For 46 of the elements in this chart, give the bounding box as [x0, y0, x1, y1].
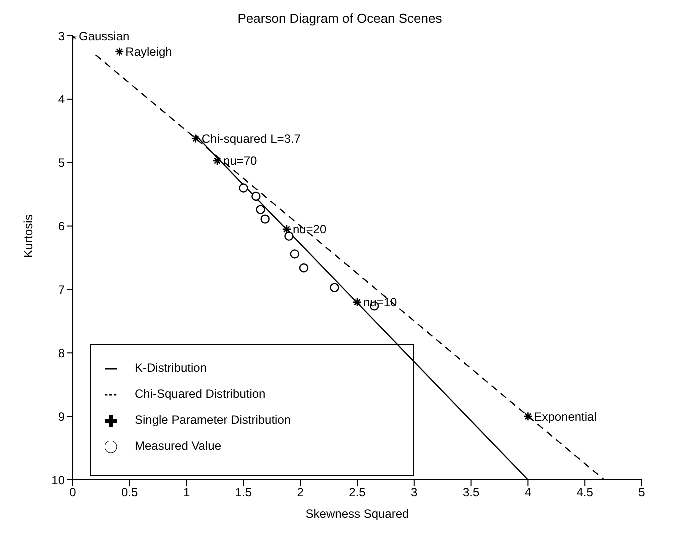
- annotation: Gaussian: [79, 29, 130, 44]
- point: [330, 283, 340, 292]
- annotation: Rayleigh: [126, 45, 172, 60]
- point: [282, 224, 292, 234]
- x-tick-label: 5: [638, 486, 646, 500]
- y-tick-label: 3: [58, 29, 66, 44]
- x-tick-label: 1: [183, 486, 190, 500]
- point: [252, 192, 261, 202]
- y-axis-title: Kurtosis: [21, 214, 36, 258]
- x-tick-label: 1.5: [235, 486, 252, 500]
- legend-label: Measured Value: [135, 439, 222, 453]
- legend-label: Chi-Squared Distribution: [135, 387, 266, 401]
- legend-label: Single Parameter Distribution: [135, 413, 292, 427]
- y-tick-label: 8: [58, 346, 66, 360]
- x-tick-label: 2: [297, 486, 304, 500]
- annotation: Exponential: [534, 410, 597, 424]
- point: [212, 156, 222, 166]
- chart-title: Pearson Diagram of Ocean Scenes: [236, 10, 444, 28]
- legend-label: K-Distribution: [135, 361, 208, 375]
- point: [299, 264, 309, 273]
- point: [239, 184, 248, 193]
- point: [260, 214, 270, 224]
- x-tick-label: 0.5: [122, 486, 139, 500]
- y-tick-label: 5: [58, 156, 66, 170]
- y-tick-label: 9: [58, 410, 66, 424]
- x-tick-label: 4.5: [576, 486, 594, 500]
- point: [284, 232, 294, 242]
- x-tick-label: 3: [411, 486, 418, 500]
- point: [115, 47, 124, 57]
- y-tick-label: 6: [58, 220, 66, 234]
- y-tick-label: 4: [58, 92, 66, 107]
- x-tick-label: 0: [70, 486, 77, 500]
- annotation: nu=70: [224, 154, 258, 168]
- point: [352, 298, 362, 308]
- point: [256, 205, 266, 214]
- x-tick-label: 3.5: [462, 486, 480, 500]
- point: [290, 250, 300, 259]
- y-tick-label: 7: [58, 282, 66, 297]
- point: [524, 412, 533, 422]
- y-tick-label: 10: [52, 473, 66, 488]
- x-tick-label: 2.5: [349, 486, 366, 500]
- annotation: Chi-squared L=3.7: [202, 132, 302, 146]
- annotation: nu=20: [292, 222, 327, 237]
- x-axis-title: Skewness Squared: [306, 507, 410, 521]
- x-tick-label: 4: [524, 486, 532, 500]
- annotation: nu=10: [364, 296, 398, 310]
